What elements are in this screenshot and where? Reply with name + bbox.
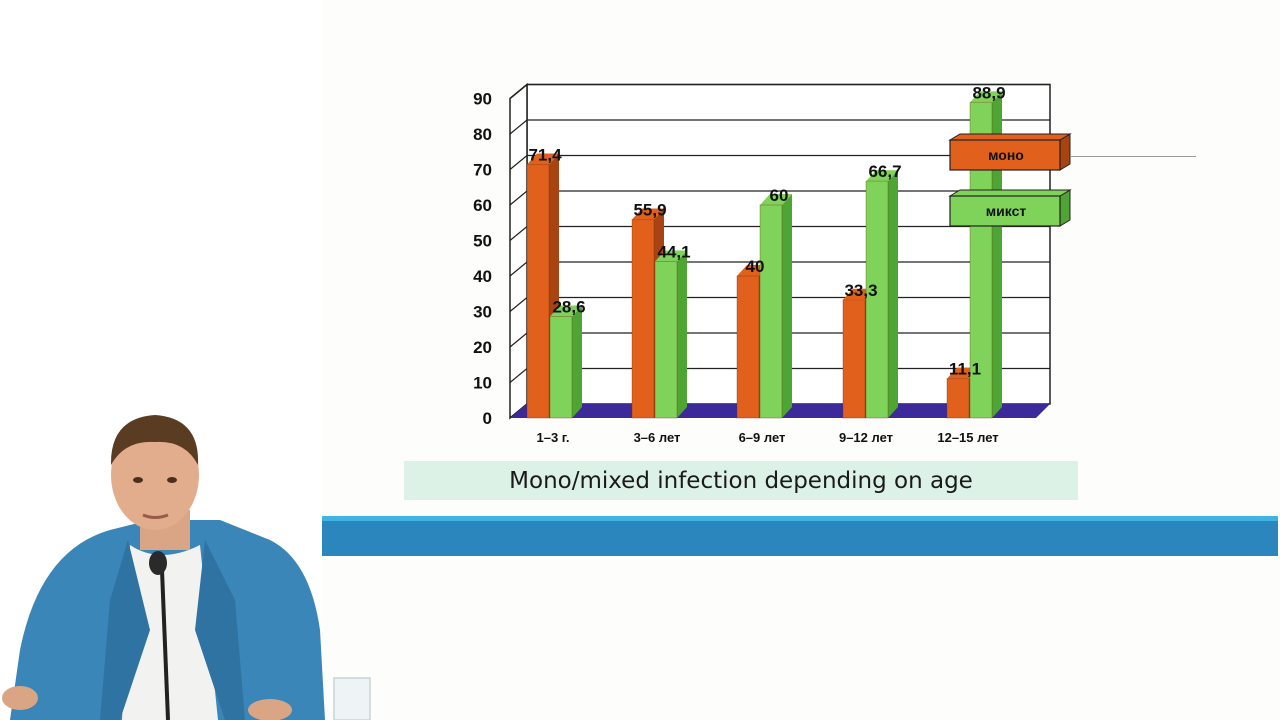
data-label-mixed: 44,1 (657, 242, 690, 261)
x-category-label: 1–3 г. (536, 430, 569, 445)
bar-mono-top (632, 208, 664, 220)
legend-item-mono-top (948, 133, 1072, 141)
bar-mixed-front (760, 205, 782, 418)
data-label-mono: 71,4 (528, 146, 562, 165)
gridline (509, 83, 1050, 99)
y-tick-label: 0 (483, 409, 492, 428)
y-tick-label: 90 (473, 90, 492, 109)
data-label-mono: 40 (746, 257, 765, 276)
legend-label: моно (988, 147, 1024, 163)
microphone (149, 551, 170, 720)
caption-box: Mono/mixed infection depending on age (404, 461, 1078, 500)
bar-mixed (654, 250, 687, 419)
bar-mixed-side (677, 250, 687, 418)
bar-mono-top (527, 153, 559, 165)
bar-mono-front (947, 378, 969, 418)
legend-label: микст (986, 203, 1027, 219)
y-tick-label: 20 (473, 338, 492, 357)
data-label-mixed: 60 (770, 186, 789, 205)
y-tick-label: 30 (473, 303, 492, 322)
y-axis-ticks: 0 10 20 30 40 50 60 70 80 90 (473, 90, 492, 429)
speaker-figure (2, 415, 325, 720)
bar-mono-front (527, 164, 549, 418)
legend-item-mixed-front (949, 195, 1061, 227)
y-tick-label: 60 (473, 196, 492, 215)
bar-mono-front (632, 219, 654, 418)
chart-legend: моно микст (948, 133, 1072, 227)
gridline (509, 119, 1050, 135)
legend-item-mono-front (949, 139, 1061, 171)
bar-mixed-front (655, 261, 677, 418)
bar-mixed (865, 170, 898, 419)
y-tick-label: 50 (473, 232, 492, 251)
bar-mixed-side (992, 91, 1002, 418)
bar-mixed-top (655, 250, 687, 262)
bar-mixed-top (970, 91, 1002, 103)
y-tick-label: 40 (473, 267, 492, 286)
speaker-video-overlay (2, 415, 371, 720)
bar-mixed-top (550, 305, 582, 317)
data-labels: 71,4 28,6 55,9 44,1 40 60 33,3 66,7 11,1 88,9 (528, 83, 1005, 378)
chart-side-wall (509, 82, 528, 420)
legend-item-mixed: микст (948, 189, 1072, 227)
bar-mono-front (737, 276, 759, 418)
data-label-mixed: 66,7 (868, 162, 901, 181)
x-category-label: 12–15 лет (937, 430, 998, 445)
data-label-mono: 11,1 (949, 360, 981, 379)
footer-band (322, 521, 1278, 556)
x-axis-categories: 1–3 г. 3–6 лет 6–9 лет 9–12 лет 12–15 лет (536, 430, 998, 445)
bar-mixed-top (866, 170, 898, 182)
gridline (509, 154, 1050, 170)
y-tick-label: 80 (473, 125, 492, 144)
bar-mixed (969, 91, 1002, 419)
data-label-mixed: 28,6 (552, 297, 585, 316)
bar-mixed-side (888, 170, 898, 418)
bar-mixed (549, 305, 582, 419)
y-tick-label: 70 (473, 161, 492, 180)
data-label-mono: 33,3 (844, 281, 877, 300)
water-glass (333, 677, 371, 720)
bar-mixed-side (572, 305, 582, 418)
laser-pointer-line (1070, 156, 1196, 157)
x-category-label: 9–12 лет (839, 430, 893, 445)
x-category-label: 6–9 лет (739, 430, 786, 445)
bar-mixed-top (760, 194, 792, 205)
data-label-mixed: 88,9 (972, 83, 1005, 102)
data-label-mono: 55,9 (633, 201, 666, 220)
slide-caption: Mono/mixed infection depending on age (509, 467, 973, 494)
bar-chart: 0 10 20 30 40 50 60 70 80 90 1–3 г. 3–6 лет 6–9 лет… (473, 82, 1072, 445)
x-category-label: 3–6 лет (634, 430, 681, 445)
bar-mixed-front (970, 102, 992, 418)
legend-item-mixed-top (948, 189, 1072, 197)
bar-mixed-front (550, 316, 572, 418)
bar-mono-front (843, 299, 865, 418)
bar-mixed-front (866, 181, 888, 418)
band-accent-line (322, 516, 1278, 521)
y-tick-label: 10 (473, 374, 492, 393)
bar-mixed (759, 194, 792, 419)
legend-item-mono: моно (948, 133, 1072, 171)
bar-mixed-side (782, 194, 792, 418)
chart-bars (526, 91, 1002, 419)
